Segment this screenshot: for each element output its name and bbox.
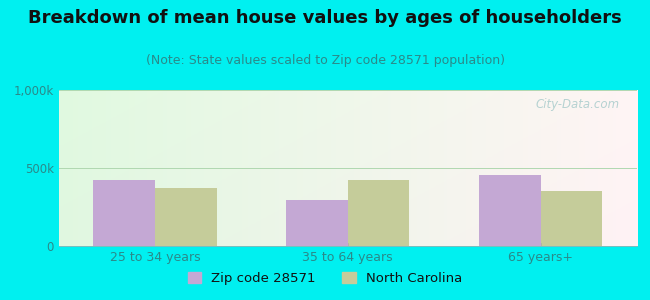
Text: (Note: State values scaled to Zip code 28571 population): (Note: State values scaled to Zip code 2…	[146, 54, 504, 67]
Bar	[286, 200, 348, 246]
Bar	[541, 191, 603, 246]
Text: City-Data.com: City-Data.com	[536, 98, 619, 111]
Text: Breakdown of mean house values by ages of householders: Breakdown of mean house values by ages o…	[28, 9, 622, 27]
Bar	[348, 181, 410, 246]
Bar	[93, 181, 155, 246]
Bar	[155, 188, 216, 246]
Legend: Zip code 28571, North Carolina: Zip code 28571, North Carolina	[183, 267, 467, 290]
Bar	[479, 175, 541, 246]
